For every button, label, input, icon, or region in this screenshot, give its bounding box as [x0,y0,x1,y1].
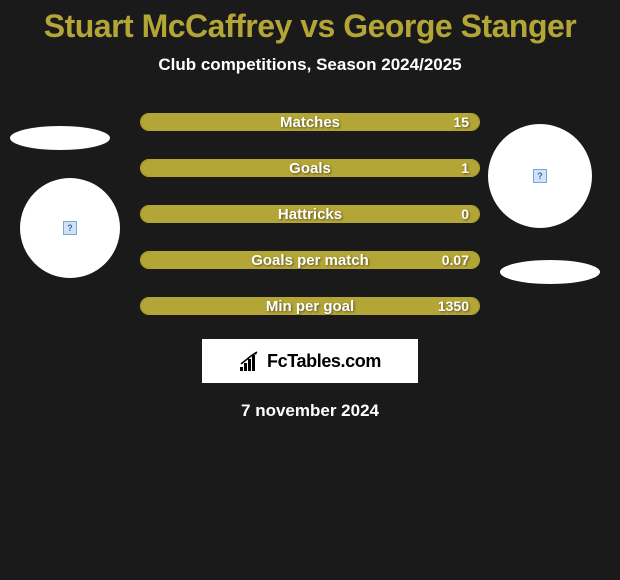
stat-value-right: 1350 [438,298,469,314]
image-placeholder-icon [533,169,547,183]
stat-row: Hattricks 0 [140,205,480,223]
stat-label: Goals per match [251,252,369,269]
stat-label: Min per goal [266,298,354,315]
date-text: 7 november 2024 [0,401,620,421]
brand-badge: FcTables.com [202,339,418,383]
stat-value-right: 1 [461,160,469,176]
page-title: Stuart McCaffrey vs George Stanger [0,0,620,45]
fctables-logo-icon [239,350,261,372]
stats-panel: Matches 15 Goals 1 Hattricks 0 Goals per match… [140,113,480,315]
brand-text: FcTables.com [267,351,381,372]
stat-row: Goals 1 [140,159,480,177]
stat-value-right: 0 [461,206,469,222]
stat-value-right: 0.07 [442,252,469,268]
subtitle: Club competitions, Season 2024/2025 [0,55,620,75]
stat-row: Matches 15 [140,113,480,131]
stat-value-right: 15 [453,114,469,130]
stat-label: Matches [280,114,340,131]
player-avatar-left [20,178,120,278]
stat-row: Goals per match 0.07 [140,251,480,269]
image-placeholder-icon [63,221,77,235]
decor-ellipse [10,126,110,150]
stat-label: Hattricks [278,206,342,223]
player-avatar-right [488,124,592,228]
decor-ellipse [500,260,600,284]
stat-row: Min per goal 1350 [140,297,480,315]
stat-label: Goals [289,160,331,177]
